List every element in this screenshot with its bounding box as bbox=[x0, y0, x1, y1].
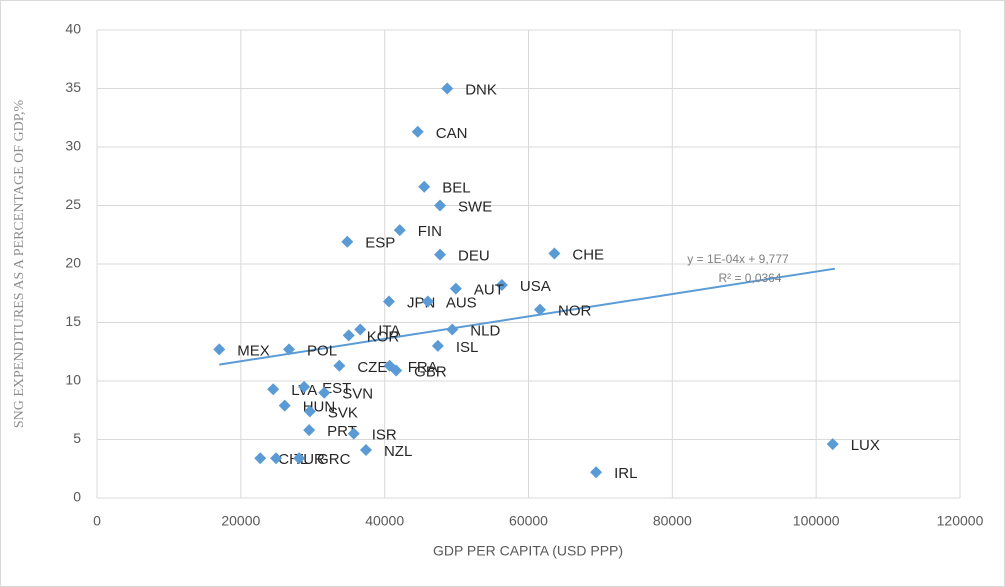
y-tick-label: 0 bbox=[73, 489, 81, 505]
y-tick-label: 30 bbox=[65, 138, 81, 154]
trendline-r2: R² = 0,0364 bbox=[718, 271, 781, 285]
point bbox=[495, 279, 508, 292]
point bbox=[270, 452, 283, 465]
point-label: ITA bbox=[378, 322, 400, 339]
point-label: ISL bbox=[456, 339, 479, 356]
point bbox=[393, 224, 406, 237]
x-tick-label: 20000 bbox=[221, 513, 260, 529]
point bbox=[359, 444, 372, 457]
point bbox=[283, 343, 296, 356]
x-tick-label: 60000 bbox=[509, 513, 548, 529]
point bbox=[431, 339, 444, 352]
point-label: IRL bbox=[614, 465, 637, 482]
point-label: DNK bbox=[465, 81, 497, 98]
x-tick-label: 120000 bbox=[937, 513, 984, 529]
point bbox=[826, 438, 839, 451]
point bbox=[267, 383, 280, 396]
point bbox=[534, 303, 547, 316]
point bbox=[354, 323, 367, 336]
y-tick-label: 10 bbox=[65, 372, 81, 388]
point-label: USA bbox=[520, 278, 551, 295]
y-axis-title: SNG EXPENDITURES AS A PERCENTAGE OF GDP,… bbox=[12, 100, 27, 429]
point bbox=[341, 235, 354, 248]
point bbox=[318, 386, 331, 399]
point-label: ESP bbox=[365, 235, 395, 252]
y-tick-label: 5 bbox=[73, 430, 81, 446]
point bbox=[421, 295, 434, 308]
point-label: BEL bbox=[442, 180, 470, 197]
point bbox=[333, 359, 346, 372]
x-tick-label: 40000 bbox=[365, 513, 404, 529]
point bbox=[411, 125, 424, 138]
x-tick-label: 100000 bbox=[793, 513, 840, 529]
point-label: NLD bbox=[470, 322, 500, 339]
point-label: AUT bbox=[474, 282, 504, 299]
y-tick-label: 40 bbox=[65, 21, 81, 37]
x-axis-title: GDP PER CAPITA (USD PPP) bbox=[433, 543, 623, 559]
point bbox=[254, 452, 267, 465]
point bbox=[548, 247, 561, 260]
point-label: FRA bbox=[408, 359, 438, 376]
point-label: CZE bbox=[357, 359, 387, 376]
point bbox=[590, 466, 603, 479]
trendline bbox=[219, 267, 836, 366]
y-tick-label: 35 bbox=[65, 79, 81, 95]
y-tick-label: 20 bbox=[65, 255, 81, 271]
point-label: KOR bbox=[367, 328, 400, 345]
y-tick-label: 15 bbox=[65, 313, 81, 329]
point bbox=[434, 248, 447, 261]
point-label: SVN bbox=[342, 386, 373, 403]
point bbox=[441, 82, 454, 95]
point-label: FIN bbox=[418, 223, 442, 240]
point-label: SVK bbox=[328, 404, 358, 421]
point bbox=[303, 424, 316, 437]
point bbox=[390, 364, 403, 377]
point bbox=[347, 427, 360, 440]
point bbox=[418, 180, 431, 193]
point-label: DEU bbox=[458, 248, 490, 265]
point-label: NOR bbox=[558, 303, 592, 320]
point-label: PRT bbox=[327, 423, 357, 440]
point bbox=[213, 343, 226, 356]
point bbox=[293, 452, 306, 465]
point bbox=[278, 399, 291, 412]
point bbox=[434, 199, 447, 212]
point bbox=[303, 405, 316, 418]
point-label: AUS bbox=[446, 294, 477, 311]
point-label: POL bbox=[307, 342, 337, 359]
point-label: SWE bbox=[458, 198, 492, 215]
x-tick-label: 0 bbox=[93, 513, 101, 529]
point bbox=[449, 282, 462, 295]
point bbox=[342, 329, 355, 342]
x-tick-label: 80000 bbox=[653, 513, 692, 529]
point bbox=[298, 380, 311, 393]
y-tick-label: 25 bbox=[65, 196, 81, 212]
point-label: GRC bbox=[317, 451, 351, 468]
point-label: NZL bbox=[384, 443, 412, 460]
point bbox=[446, 323, 459, 336]
trendline-equation: y = 1E-04x + 9,777 bbox=[687, 252, 789, 266]
point-label: GBR bbox=[414, 363, 447, 380]
point-label: CHE bbox=[572, 246, 604, 263]
point-label: ISR bbox=[372, 427, 397, 444]
point-label: CAN bbox=[436, 125, 468, 142]
point bbox=[382, 295, 395, 308]
point-label: LUX bbox=[851, 437, 880, 454]
point-label: MEX bbox=[237, 342, 270, 359]
